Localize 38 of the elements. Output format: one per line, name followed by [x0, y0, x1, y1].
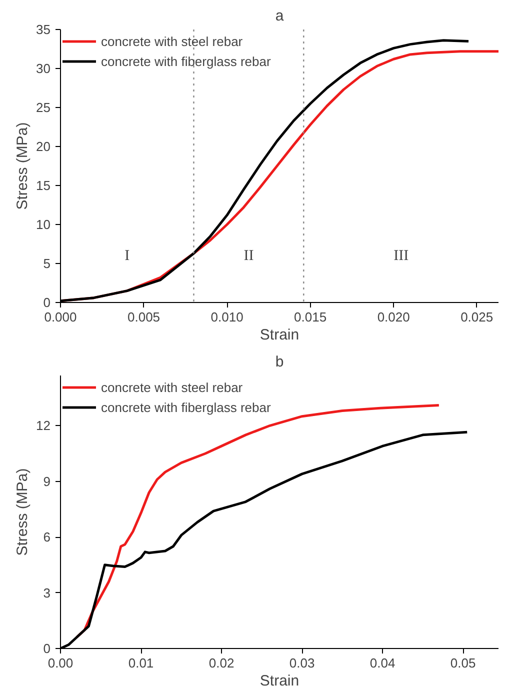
- x-tick-label: 0.05: [450, 656, 476, 670]
- x-tick-label: 0.005: [128, 310, 160, 324]
- y-tick-label: 6: [43, 530, 51, 545]
- x-tick-label: 0.04: [370, 656, 396, 670]
- x-tick-label: 0.00: [48, 656, 74, 670]
- y-tick-label: 5: [43, 256, 51, 271]
- chart-title: a: [275, 8, 284, 24]
- y-tick-label: 10: [36, 217, 51, 232]
- x-tick-label: 0.020: [377, 310, 410, 324]
- legend-label: concrete with steel rebar: [101, 34, 243, 48]
- legend-label: concrete with fiberglass rebar: [101, 400, 271, 414]
- y-tick-label: 35: [36, 22, 51, 37]
- legend-label: concrete with fiberglass rebar: [101, 54, 271, 68]
- legend-label: concrete with steel rebar: [101, 380, 243, 394]
- y-tick-label: 3: [43, 585, 51, 600]
- x-tick-label: 0.02: [208, 656, 234, 670]
- x-tick-label: 0.015: [294, 310, 327, 324]
- x-tick-label: 0.000: [44, 310, 77, 324]
- x-tick-label: 0.010: [210, 310, 244, 324]
- y-axis-title: Stress (MPa): [14, 122, 32, 210]
- annotation: III: [394, 248, 409, 264]
- annotation: II: [244, 248, 254, 264]
- y-tick-label: 0: [43, 641, 51, 656]
- x-tick-label: 0.03: [289, 656, 315, 670]
- y-tick-label: 25: [36, 100, 51, 115]
- y-tick-label: 30: [36, 61, 51, 76]
- x-axis-title: Strain: [260, 326, 300, 344]
- y-tick-label: 0: [43, 295, 51, 310]
- x-tick-label: 0.025: [460, 310, 494, 324]
- y-axis-title: Stress (MPa): [14, 468, 32, 556]
- y-tick-label: 12: [36, 418, 51, 434]
- y-tick-label: 9: [43, 474, 51, 489]
- y-tick-label: 15: [36, 178, 51, 193]
- chart-title: b: [275, 354, 284, 370]
- annotation: I: [124, 248, 130, 264]
- x-axis-title: Strain: [260, 672, 300, 690]
- y-tick-label: 20: [36, 139, 51, 154]
- x-tick-label: 0.01: [128, 656, 154, 670]
